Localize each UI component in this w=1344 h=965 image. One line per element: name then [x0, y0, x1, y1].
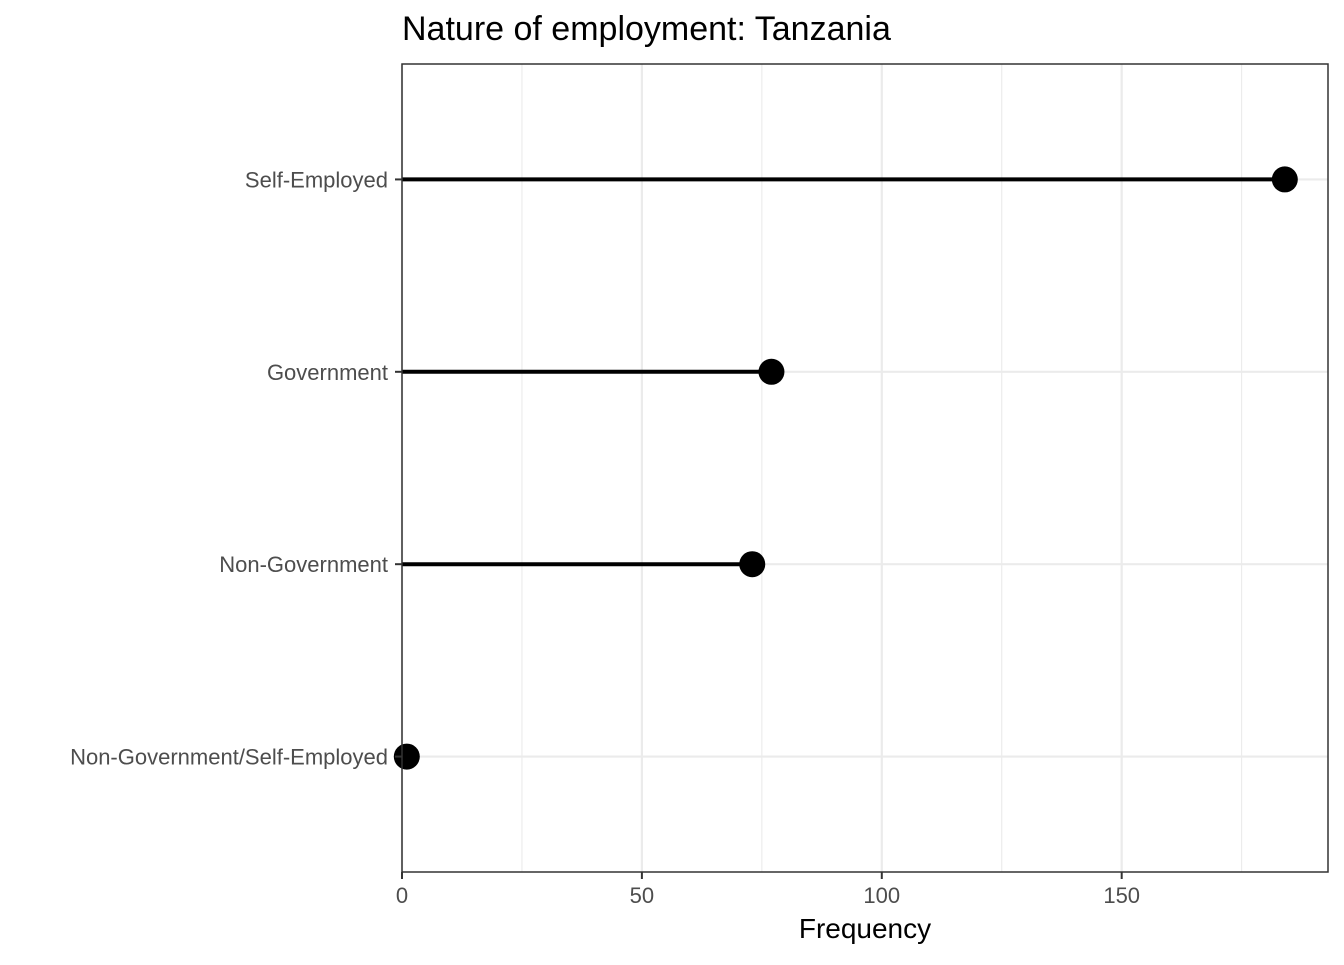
- x-tick-label: 150: [1103, 883, 1140, 908]
- x-tick-label: 50: [630, 883, 654, 908]
- lollipop-dot: [1271, 166, 1298, 193]
- y-tick-label: Non-Government: [219, 552, 388, 577]
- lollipop-dot: [739, 551, 766, 578]
- y-tick-label: Non-Government/Self-Employed: [70, 745, 388, 770]
- x-axis-title: Frequency: [799, 913, 931, 944]
- y-tick-label: Government: [267, 360, 388, 385]
- x-tick-label: 0: [396, 883, 408, 908]
- chart-title: Nature of employment: Tanzania: [402, 10, 891, 48]
- axis-layer: 0 50 100 150 Self-Employed Government Non-Gove…: [70, 167, 1140, 908]
- y-tick-label: Self-Employed: [245, 167, 388, 192]
- lollipop-dot: [758, 358, 785, 385]
- grid-layer: [400, 64, 1328, 872]
- lollipop-dot: [393, 743, 420, 770]
- mark-layer: [393, 166, 1298, 770]
- panel-border: [401, 63, 1329, 873]
- x-tick-label: 100: [863, 883, 900, 908]
